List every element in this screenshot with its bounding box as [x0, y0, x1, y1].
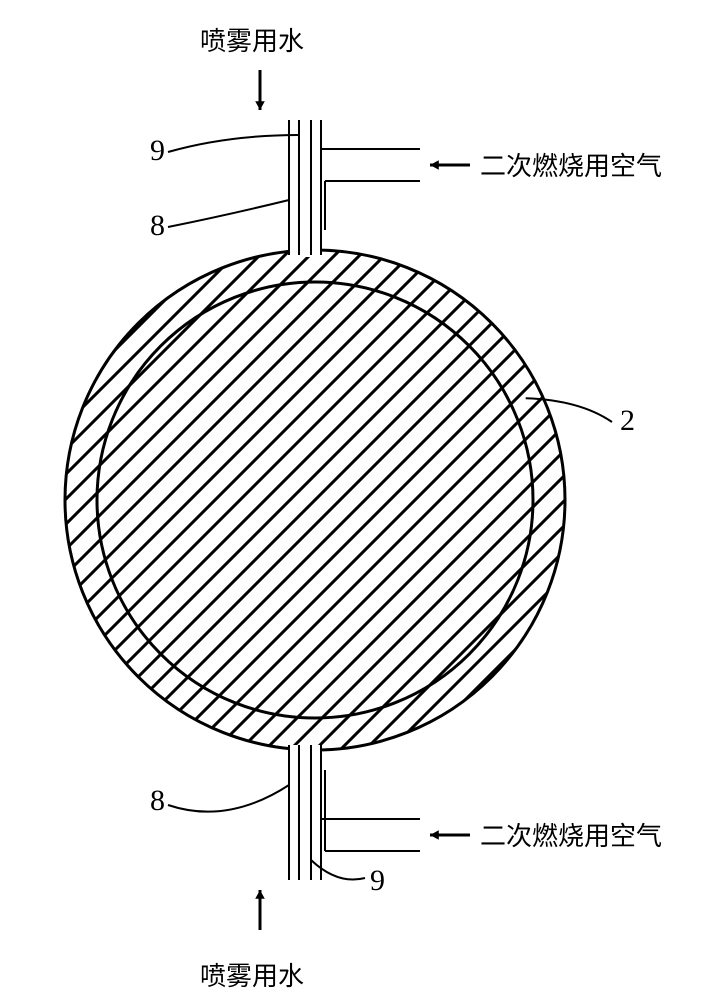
callout-8-bottom: 8 — [150, 784, 165, 817]
secondary-air-branch-bottom — [321, 770, 420, 851]
secondary-air-branch-top — [321, 149, 420, 230]
label-secondary-air-top: 二次燃烧用空气 — [480, 152, 662, 181]
label-secondary-air-bottom: 二次燃烧用空气 — [480, 822, 662, 851]
bottom-pipe — [289, 745, 321, 882]
callout-9-top: 9 — [150, 134, 165, 167]
label-spray-water-top: 喷雾用水 — [200, 27, 304, 56]
label-spray-water-bottom: 喷雾用水 — [200, 962, 304, 991]
callout-9-bottom: 9 — [370, 864, 385, 897]
callout-8-top: 8 — [150, 209, 165, 242]
callout-2: 2 — [620, 404, 635, 437]
top-pipe — [289, 120, 321, 257]
flow-arrows — [255, 70, 470, 930]
